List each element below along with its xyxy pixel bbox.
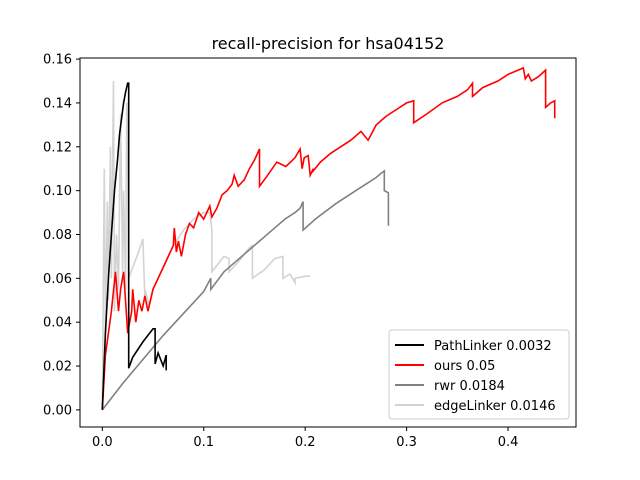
series-line	[101, 80, 311, 410]
y-tick-label: 0.16	[43, 53, 72, 68]
y-tick-label: 0.04	[43, 316, 72, 331]
legend-label: edgeLinker 0.0146	[434, 399, 556, 414]
y-tick-label: 0.12	[43, 140, 72, 155]
x-tick-label: 0.0	[92, 435, 113, 450]
legend: PathLinker 0.0032 ours 0.05 rwr 0.0184 edge…	[388, 329, 570, 420]
x-tick-label: 0.4	[498, 435, 519, 450]
legend-label: PathLinker 0.0032	[434, 339, 552, 354]
chart-title: recall-precision for hsa04152	[212, 34, 445, 53]
legend-label: ours 0.05	[434, 359, 495, 374]
series-line	[101, 169, 390, 411]
legend-box	[388, 329, 570, 420]
y-axis: 0.00 0.02 0.04 0.06 0.08 0.10 0.12 0.14 0.16	[43, 53, 80, 418]
x-tick-label: 0.1	[193, 435, 214, 450]
legend-label: rwr 0.0184	[434, 379, 505, 394]
series-line	[101, 82, 167, 410]
series-line	[101, 66, 556, 410]
y-tick-label: 0.02	[43, 360, 72, 375]
plot-frame	[79, 57, 577, 428]
x-tick-label: 0.3	[396, 435, 417, 450]
y-tick-label: 0.08	[43, 228, 72, 243]
x-axis: 0.0 0.1 0.2 0.3 0.4	[92, 427, 518, 450]
series-layer	[101, 66, 556, 411]
y-tick-label: 0.06	[43, 272, 72, 287]
x-tick-label: 0.2	[295, 435, 316, 450]
y-tick-label: 0.14	[43, 96, 72, 111]
y-tick-label: 0.00	[43, 403, 72, 418]
y-tick-label: 0.10	[43, 184, 72, 199]
